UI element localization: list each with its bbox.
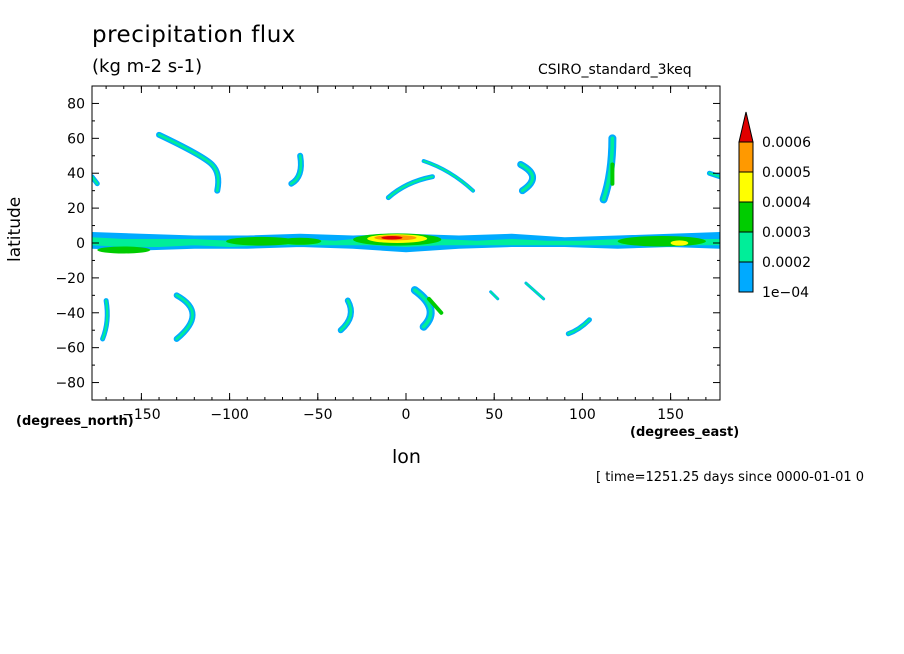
y-tick-label: −20 [55,271,85,287]
y-tick-label: −60 [55,341,85,357]
storm-track-core-25 [525,282,545,300]
colorbar-swatch [738,231,754,263]
contour-fields [92,131,720,342]
colorbar-label: 0.0002 [762,255,811,271]
contour-cell-10 [97,246,151,254]
x-axis-label: lon [392,446,421,468]
x-tick-label: 150 [657,407,684,423]
contour-cell-3 [278,237,322,245]
y-tick-label: 40 [67,166,85,182]
storm-track-core-18 [92,175,99,185]
storm-track-core-14 [422,160,474,192]
contour-cell-9 [670,240,689,246]
dataset-label: CSIRO_standard_3keq [538,62,692,78]
colorbar: 0.0006 0.0005 0.0004 0.0003 0.0002 1e−04 [738,111,811,301]
storm-track-core-16 [601,136,615,202]
y-tick-label: 60 [67,131,85,147]
colorbar-label: 0.0004 [762,195,811,211]
storm-track-core-15 [519,162,535,193]
y-tick-label: 20 [67,201,85,217]
colorbar-swatch [738,141,754,173]
storm-track-core-22 [413,288,433,329]
contour-cell-7 [381,236,403,240]
colorbar-arrow [738,111,754,143]
storm-track-23 [426,296,444,315]
y-axis-unit: (degrees_north) [16,414,134,429]
axis-ticks: −150 −100 −50 0 50 100 150 80 60 40 20 0 −20 −40 −60 −8… [55,85,720,423]
colorbar-label: 0.0003 [762,225,811,241]
colorbar-label: 0.0005 [762,165,811,181]
y-tick-label: −40 [55,306,85,322]
contour-cell-8 [617,236,706,247]
storm-track-13 [385,174,435,201]
colorbar-swatch [738,171,754,203]
storm-track-core-19 [708,172,720,178]
chart-title: precipitation flux [92,22,296,48]
storm-track-core-21 [339,299,353,332]
y-tick-label: −80 [55,376,85,392]
x-tick-label: 50 [485,407,503,423]
storm-track-core-11 [157,133,220,193]
x-axis-unit: (degrees_east) [630,425,740,440]
storm-track-core-20 [175,293,194,341]
y-tick-label: 0 [76,236,85,252]
storm-track-core-24 [101,299,109,341]
storm-track-core-27 [567,318,591,335]
x-tick-label: 100 [569,407,596,423]
storm-track-core-26 [489,291,499,300]
contour-cell-2 [226,236,297,246]
colorbar-swatch [738,261,754,293]
colorbar-label: 1e−04 [762,285,809,301]
colorbar-label: 0.0006 [762,135,811,151]
time-info: [ time=1251.25 days since 0000-01-01 0 [596,470,865,485]
colorbar-swatch [738,201,754,233]
y-tick-label: 80 [67,96,85,112]
x-tick-label: −100 [210,407,248,423]
chart-units: (kg m-2 s-1) [92,56,203,77]
storm-track-core-12 [289,154,303,186]
storm-track-core-13 [387,175,434,199]
x-tick-label: −150 [122,407,160,423]
x-tick-label: −50 [303,407,333,423]
x-tick-label: 0 [402,407,411,423]
